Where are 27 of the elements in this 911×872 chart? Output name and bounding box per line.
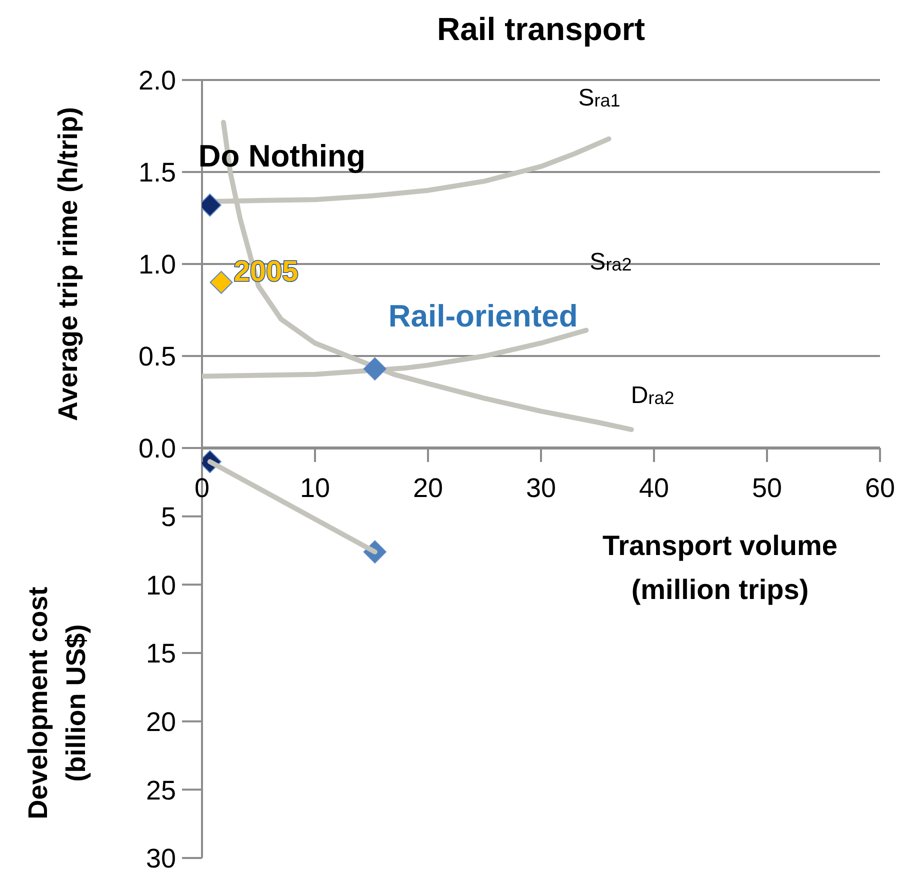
series-label: Do Nothing: [198, 138, 366, 174]
x-tick-label: 0: [194, 473, 210, 504]
x-axis-title: Transport volume (million trips): [602, 530, 838, 605]
y-tick-label: 1.0: [138, 250, 176, 280]
point: [363, 357, 386, 380]
y-axis-title: Development cost (billion US$): [23, 586, 92, 820]
y-tick-label: 30: [146, 844, 176, 872]
y-tick-label: 2.0: [138, 66, 176, 96]
series-label: Rail-oriented: [388, 298, 578, 334]
y-tick-label: 1.5: [138, 158, 176, 188]
y-tick-label: 0.0: [138, 434, 176, 464]
x-tick-label: 30: [526, 473, 556, 504]
y-tick-label: 5: [160, 502, 176, 532]
series-label: 2005: [234, 256, 298, 288]
y-tick-label: 25: [146, 775, 176, 806]
y-tick-label: 15: [146, 638, 176, 669]
point: [210, 270, 233, 294]
x-tick-label: 50: [752, 473, 782, 504]
y-axis-title: Average trip rime (h/trip): [53, 106, 84, 422]
y-tick-label: 20: [146, 706, 176, 737]
x-tick-label: 40: [638, 473, 670, 504]
y-tick-label: 10: [146, 570, 176, 600]
x-tick-label: 60: [864, 473, 896, 504]
x-tick-label: 10: [300, 473, 330, 504]
x-tick-label: 20: [412, 473, 444, 504]
chart-title: Rail transport: [436, 11, 646, 47]
y-tick-label: 0.5: [138, 342, 176, 372]
